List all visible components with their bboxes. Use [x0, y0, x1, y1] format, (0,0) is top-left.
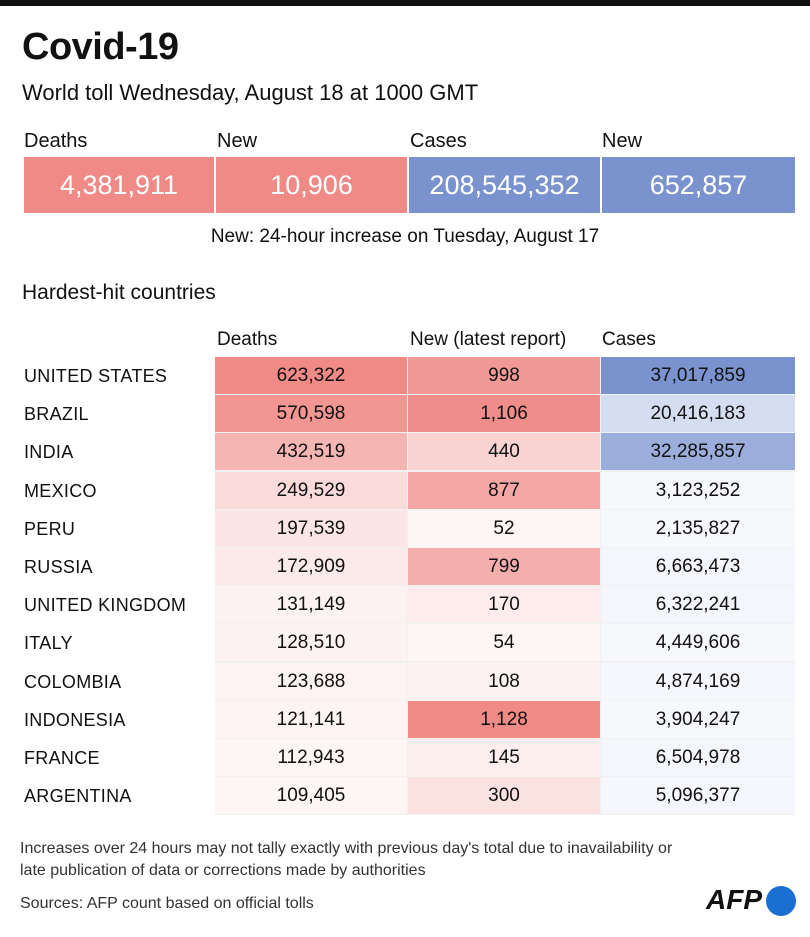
- summary-note: New: 24-hour increase on Tuesday, August…: [210, 226, 600, 247]
- table-row: ARGENTINA 109,405 300 5,096,377: [0, 777, 810, 815]
- new-deaths-cell: 145: [408, 739, 600, 776]
- summary-deaths-value: 4,381,911: [24, 157, 214, 213]
- cases-cell: 4,449,606: [601, 624, 795, 662]
- country-name: MEXICO: [24, 480, 97, 501]
- summary-deaths-label: Deaths: [24, 130, 88, 152]
- page-title: Covid-19: [22, 26, 179, 68]
- table-row: FRANCE 112,943 145 6,504,978: [0, 739, 810, 777]
- new-deaths-cell: 52: [408, 509, 600, 547]
- summary-new-cases-value: 652,857: [602, 157, 795, 213]
- new-deaths-cell: 440: [408, 433, 600, 471]
- country-name: UNITED STATES: [24, 366, 168, 386]
- section-title: Hardest-hit countries: [22, 281, 216, 304]
- summary-cases-value: 208,545,352: [409, 157, 600, 213]
- table-row: PERU 197,539 52 2,135,827: [0, 509, 810, 548]
- deaths-cell: 112,943: [215, 739, 407, 776]
- table-row: COLOMBIA 123,688 108 4,874,169: [0, 662, 810, 701]
- deaths-cell: 128,510: [215, 624, 407, 662]
- table-row: BRAZIL 570,598 1,106 20,416,183: [0, 395, 810, 433]
- summary-cases-label: Cases: [410, 130, 467, 152]
- deaths-cell: 623,322: [215, 357, 407, 394]
- new-deaths-cell: 998: [408, 357, 600, 394]
- table-row: UNITED STATES 623,322 998 37,017,859: [0, 357, 810, 395]
- new-deaths-cell: 170: [408, 586, 600, 624]
- deaths-cell: 432,519: [215, 433, 407, 471]
- summary-new-deaths-value: 10,906: [216, 157, 407, 213]
- new-deaths-cell: 799: [408, 548, 600, 585]
- cases-cell: 6,663,473: [601, 548, 795, 585]
- cases-cell: 6,322,241: [601, 586, 795, 624]
- table-row: MEXICO 249,529 877 3,123,252: [0, 471, 810, 510]
- country-name: UNITED KINGDOM: [24, 595, 187, 616]
- table-row: ITALY 128,510 54 4,449,606: [0, 624, 810, 662]
- country-name: BRAZIL: [24, 404, 89, 425]
- deaths-cell: 172,909: [215, 548, 407, 585]
- country-name: FRANCE: [24, 748, 100, 768]
- new-deaths-cell: 1,128: [408, 700, 600, 738]
- table-background: [215, 357, 795, 815]
- page-subtitle: World toll Wednesday, August 18 at 1000 …: [22, 80, 479, 105]
- cases-cell: 2,135,827: [601, 509, 795, 547]
- top-rule: [0, 0, 810, 6]
- cases-cell: 3,123,252: [601, 471, 795, 509]
- country-name: ARGENTINA: [24, 786, 132, 807]
- country-name: PERU: [24, 518, 76, 539]
- afp-logo: AFP: [706, 884, 796, 920]
- country-name: INDONESIA: [24, 709, 126, 730]
- footnote: Increases over 24 hours may not tally ex…: [20, 840, 673, 879]
- new-deaths-cell: 877: [408, 471, 600, 509]
- deaths-cell: 249,529: [215, 471, 407, 509]
- deaths-cell: 109,405: [215, 777, 407, 815]
- cases-cell: 32,285,857: [601, 433, 795, 471]
- cases-cell: 3,904,247: [601, 700, 795, 738]
- afp-logo-dot-icon: [766, 886, 796, 916]
- table-row: INDIA 432,519 440 32,285,857: [0, 433, 810, 471]
- table-row: RUSSIA 172,909 799 6,663,473: [0, 548, 810, 586]
- summary-new-deaths-label: New: [217, 130, 258, 152]
- cases-cell: 5,096,377: [601, 777, 795, 815]
- new-deaths-cell: 1,106: [408, 395, 600, 433]
- afp-logo-text: AFP: [706, 884, 762, 915]
- country-name: RUSSIA: [24, 557, 93, 577]
- column-header-deaths: Deaths: [217, 329, 278, 350]
- country-name: COLOMBIA: [24, 671, 122, 692]
- new-deaths-cell: 108: [408, 662, 600, 700]
- deaths-cell: 197,539: [215, 509, 407, 547]
- column-header-cases: Cases: [602, 329, 656, 350]
- summary-new-cases-label: New: [602, 130, 643, 152]
- column-header-new: New (latest report): [410, 329, 567, 350]
- source-line: Sources: AFP count based on official tol…: [20, 895, 314, 912]
- cases-cell: 20,416,183: [601, 395, 795, 433]
- cases-cell: 37,017,859: [601, 357, 795, 394]
- new-deaths-cell: 54: [408, 624, 600, 662]
- new-deaths-cell: 300: [408, 777, 600, 815]
- deaths-cell: 121,141: [215, 700, 407, 738]
- deaths-cell: 123,688: [215, 662, 407, 700]
- deaths-cell: 131,149: [215, 586, 407, 624]
- cases-cell: 6,504,978: [601, 739, 795, 776]
- country-name: INDIA: [24, 442, 74, 463]
- cases-cell: 4,874,169: [601, 662, 795, 700]
- table-row: INDONESIA 121,141 1,128 3,904,247: [0, 700, 810, 739]
- deaths-cell: 570,598: [215, 395, 407, 433]
- table-row: UNITED KINGDOM 131,149 170 6,322,241: [0, 586, 810, 624]
- country-name: ITALY: [24, 633, 73, 654]
